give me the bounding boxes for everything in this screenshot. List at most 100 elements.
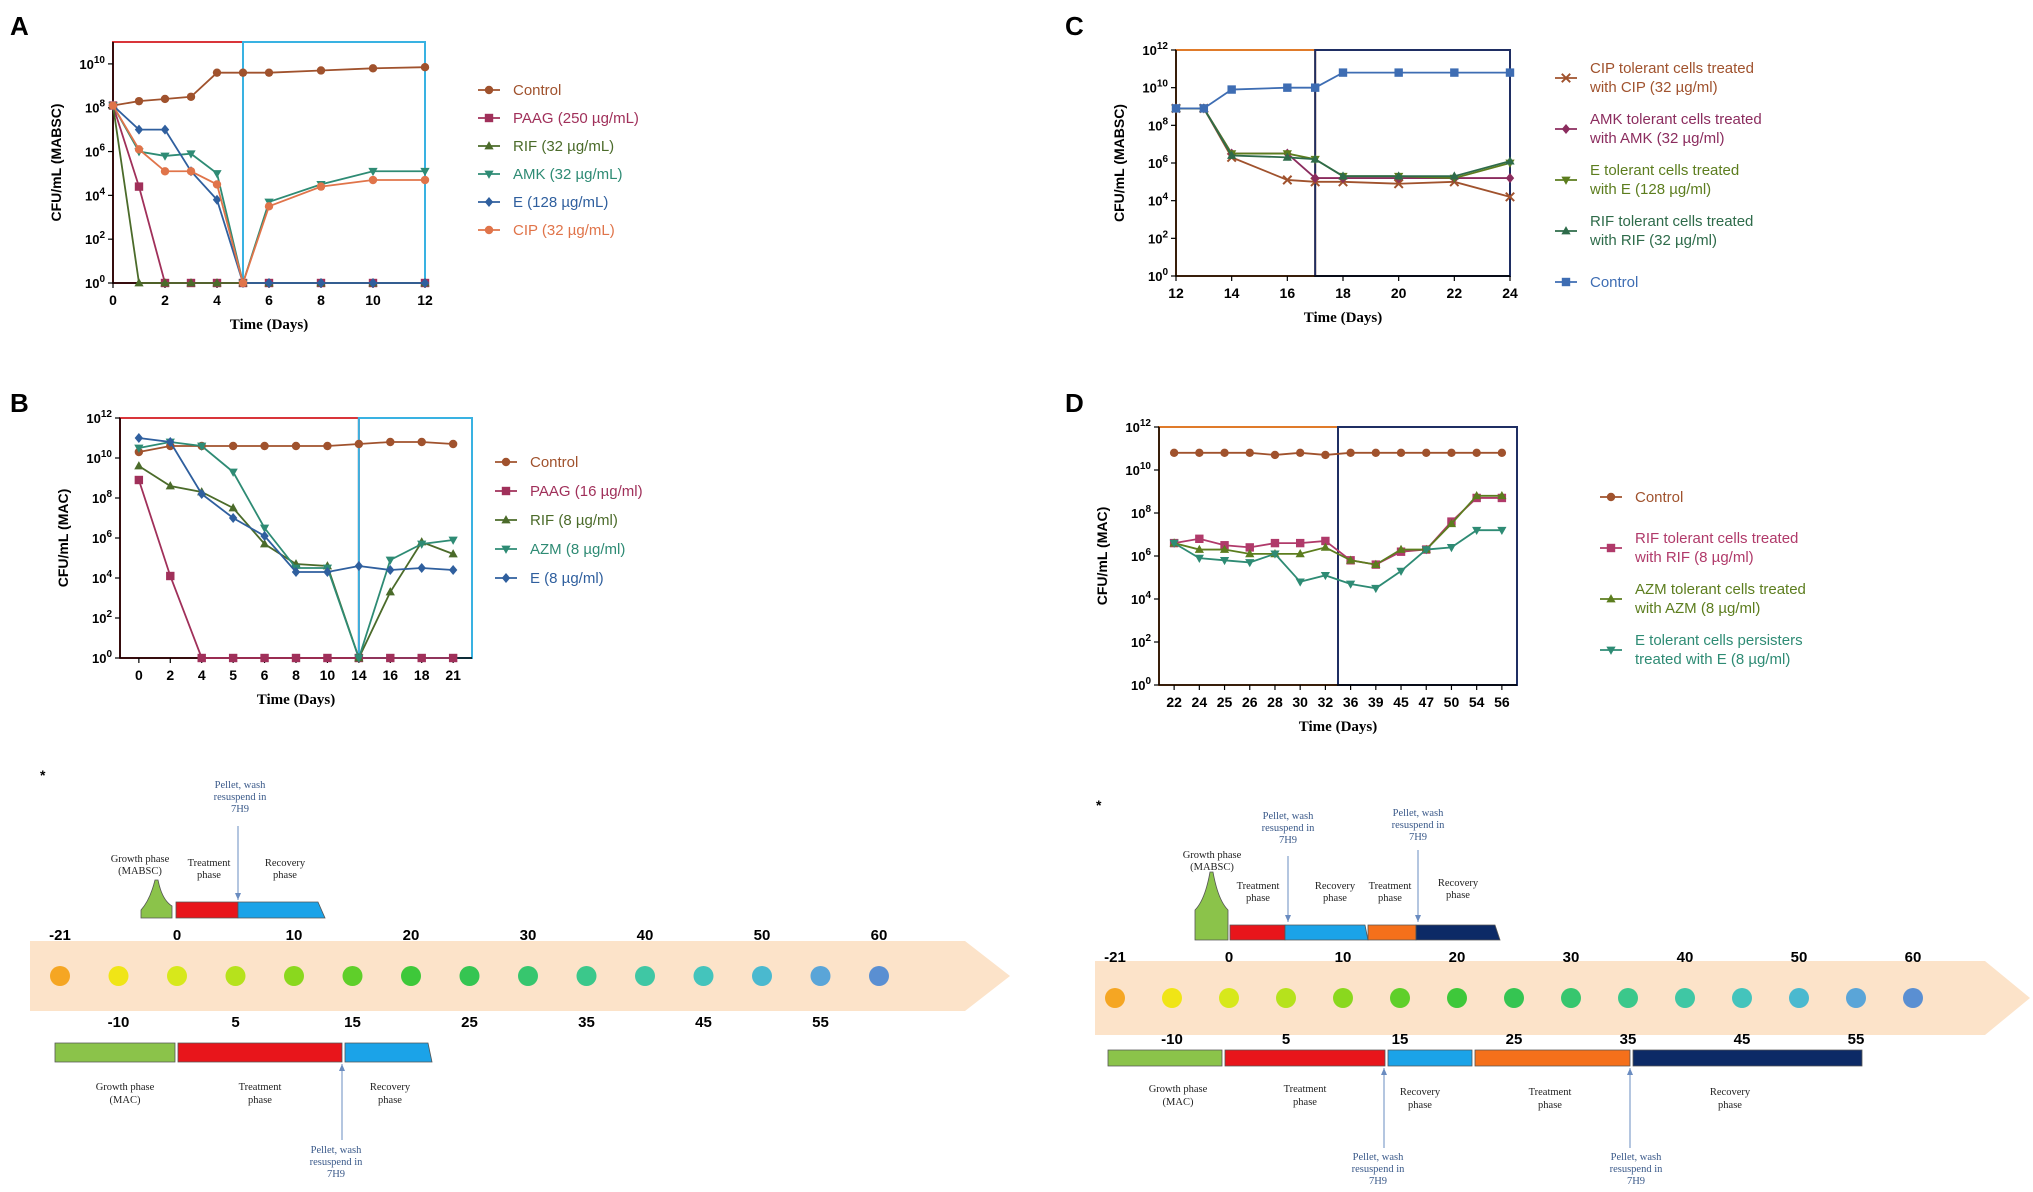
above-phase-bar <box>237 901 326 919</box>
x-tick-label: 24 <box>1502 285 1518 301</box>
legend-marker <box>484 141 494 150</box>
timeline-dot <box>1675 988 1695 1008</box>
y-tick-label-exp: 10 <box>1140 461 1152 472</box>
legend-label: Control <box>1590 274 1638 291</box>
series-4 <box>1169 526 1507 594</box>
data-point <box>323 653 332 663</box>
pellet-wash-note-line: 7H9 <box>1279 835 1297 846</box>
x-tick-label: 4 <box>198 667 206 683</box>
timeline-top-number: 20 <box>1449 949 1466 966</box>
below-phase-bar <box>1632 1049 1863 1067</box>
data-point <box>448 549 458 558</box>
legend-label: AZM (8 µg/ml) <box>530 541 625 558</box>
y-tick-label: 100 <box>92 649 112 666</box>
timeline-dot <box>576 966 597 986</box>
x-tick-label: 2 <box>161 292 169 308</box>
y-tick-label-base: 10 <box>85 232 99 247</box>
x-axis-label: Time (Days) <box>1299 719 1377 735</box>
legend-label: PAAG (16 µg/ml) <box>530 483 643 500</box>
x-tick-label: 14 <box>351 667 367 683</box>
data-point <box>385 587 395 596</box>
y-tick-label-exp: 4 <box>106 569 112 580</box>
x-tick-label: 30 <box>1292 694 1308 710</box>
y-tick-label-exp: 2 <box>1145 633 1151 644</box>
legend-label: CIP (32 µg/mL) <box>513 222 615 239</box>
data-point <box>166 571 175 581</box>
above-phase-bar <box>1229 924 1286 941</box>
legend-marker <box>1606 594 1616 603</box>
y-tick-label-exp: 6 <box>106 529 112 540</box>
data-point <box>212 194 222 205</box>
y-tick-label: 108 <box>1131 504 1151 521</box>
pellet-wash-note-line: Pellet, wash <box>215 780 266 791</box>
data-point <box>1245 448 1254 457</box>
data-point <box>417 437 426 447</box>
y-tick-label-exp: 6 <box>1162 154 1168 165</box>
above-phase-label-line: Treatment <box>1369 881 1412 892</box>
data-point <box>1505 173 1515 184</box>
data-point <box>1393 178 1404 189</box>
timeline-dot <box>1732 988 1752 1008</box>
y-tick-label-exp: 0 <box>1162 267 1168 278</box>
data-point <box>1497 490 1507 500</box>
legend-label: E tolerant cells persisters treated with … <box>1635 632 1803 668</box>
y-tick-label: 100 <box>1131 676 1151 693</box>
legend-label: AZM tolerant cells treated with AZM (8 µg… <box>1634 581 1806 617</box>
data-point <box>1220 448 1229 457</box>
series-line <box>1174 451 1502 456</box>
x-tick-label: 10 <box>320 667 336 683</box>
timeline-top-number: -21 <box>1104 949 1126 966</box>
pellet-wash-note-line: resuspend in <box>1392 820 1446 831</box>
timeline-top-number: 10 <box>286 927 303 944</box>
data-point <box>1422 448 1431 457</box>
y-tick-label-base: 10 <box>1131 549 1145 564</box>
panel-letter-d: D <box>1065 388 1084 418</box>
x-tick-label: 47 <box>1418 694 1434 710</box>
data-point <box>238 278 248 288</box>
data-point <box>186 92 196 101</box>
below-phase-label: Growth phase (MAC) <box>1149 1084 1208 1108</box>
y-tick-label: 104 <box>85 186 105 203</box>
x-tick-label: 56 <box>1494 694 1510 710</box>
above-phase-label: Treatment phase <box>188 858 231 881</box>
above-phase-label-line: phase <box>1323 893 1347 904</box>
y-tick-label-base: 10 <box>85 145 99 160</box>
data-point <box>368 167 378 177</box>
legend-marker <box>501 572 511 584</box>
legend-label-line: with CIP (32 µg/ml) <box>1589 79 1718 96</box>
timeline-dot <box>401 966 421 986</box>
y-tick-label: 102 <box>1148 229 1168 246</box>
above-phase-bar <box>1415 924 1501 941</box>
timeline-bottom-number: 35 <box>1620 1031 1637 1048</box>
data-point <box>1282 175 1293 185</box>
legend-marker <box>1561 176 1571 185</box>
data-point <box>368 277 378 289</box>
data-point <box>1371 448 1381 457</box>
x-tick-label: 24 <box>1192 694 1208 710</box>
x-tick-label: 18 <box>1335 285 1351 301</box>
timeline-bottom-number: 15 <box>1392 1031 1409 1048</box>
y-tick-label: 1010 <box>79 55 105 72</box>
above-phase-bar <box>140 879 173 919</box>
timeline-bottom-number: 15 <box>344 1014 361 1031</box>
x-tick-label: 12 <box>417 292 433 308</box>
y-tick-label: 1010 <box>86 449 112 466</box>
below-phase-bar <box>1474 1049 1631 1067</box>
y-tick-label-exp: 10 <box>94 55 106 66</box>
data-point <box>1295 549 1305 558</box>
y-tick-label-exp: 2 <box>99 230 105 241</box>
y-tick-label: 106 <box>92 529 112 546</box>
x-tick-label: 6 <box>261 667 269 683</box>
data-point <box>448 439 458 449</box>
legend-marker <box>484 170 494 179</box>
legend-label-line: with RIF (8 µg/ml) <box>1634 549 1754 566</box>
x-tick-label: 5 <box>229 667 237 683</box>
timeline-bottom-number: 5 <box>1282 1031 1290 1048</box>
data-point <box>1394 171 1404 180</box>
below-phase-label: Growth phase (MAC) <box>96 1082 155 1106</box>
data-point <box>1310 173 1320 184</box>
series-5 <box>108 100 430 289</box>
timeline-dot <box>1276 988 1296 1008</box>
x-tick-label: 0 <box>109 292 117 308</box>
